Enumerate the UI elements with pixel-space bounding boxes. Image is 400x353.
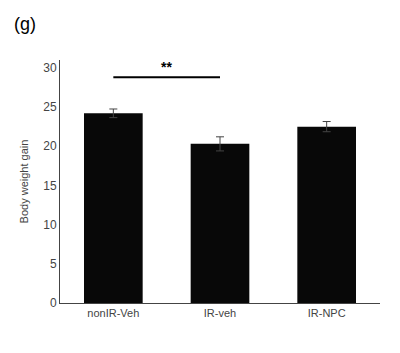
svg-text:5: 5 — [50, 257, 57, 271]
svg-text:15: 15 — [43, 179, 57, 193]
svg-text:nonIR-Veh: nonIR-Veh — [87, 307, 139, 319]
svg-text:(g): (g) — [14, 14, 36, 34]
svg-text:IR-veh: IR-veh — [204, 307, 236, 319]
svg-text:25: 25 — [43, 100, 57, 114]
svg-text:**: ** — [161, 59, 172, 75]
svg-text:0: 0 — [50, 296, 57, 310]
svg-text:IR-NPC: IR-NPC — [308, 307, 346, 319]
svg-text:10: 10 — [43, 218, 57, 232]
svg-text:20: 20 — [43, 139, 57, 153]
svg-text:30: 30 — [43, 61, 57, 75]
svg-text:Body weight gain: Body weight gain — [18, 140, 30, 224]
